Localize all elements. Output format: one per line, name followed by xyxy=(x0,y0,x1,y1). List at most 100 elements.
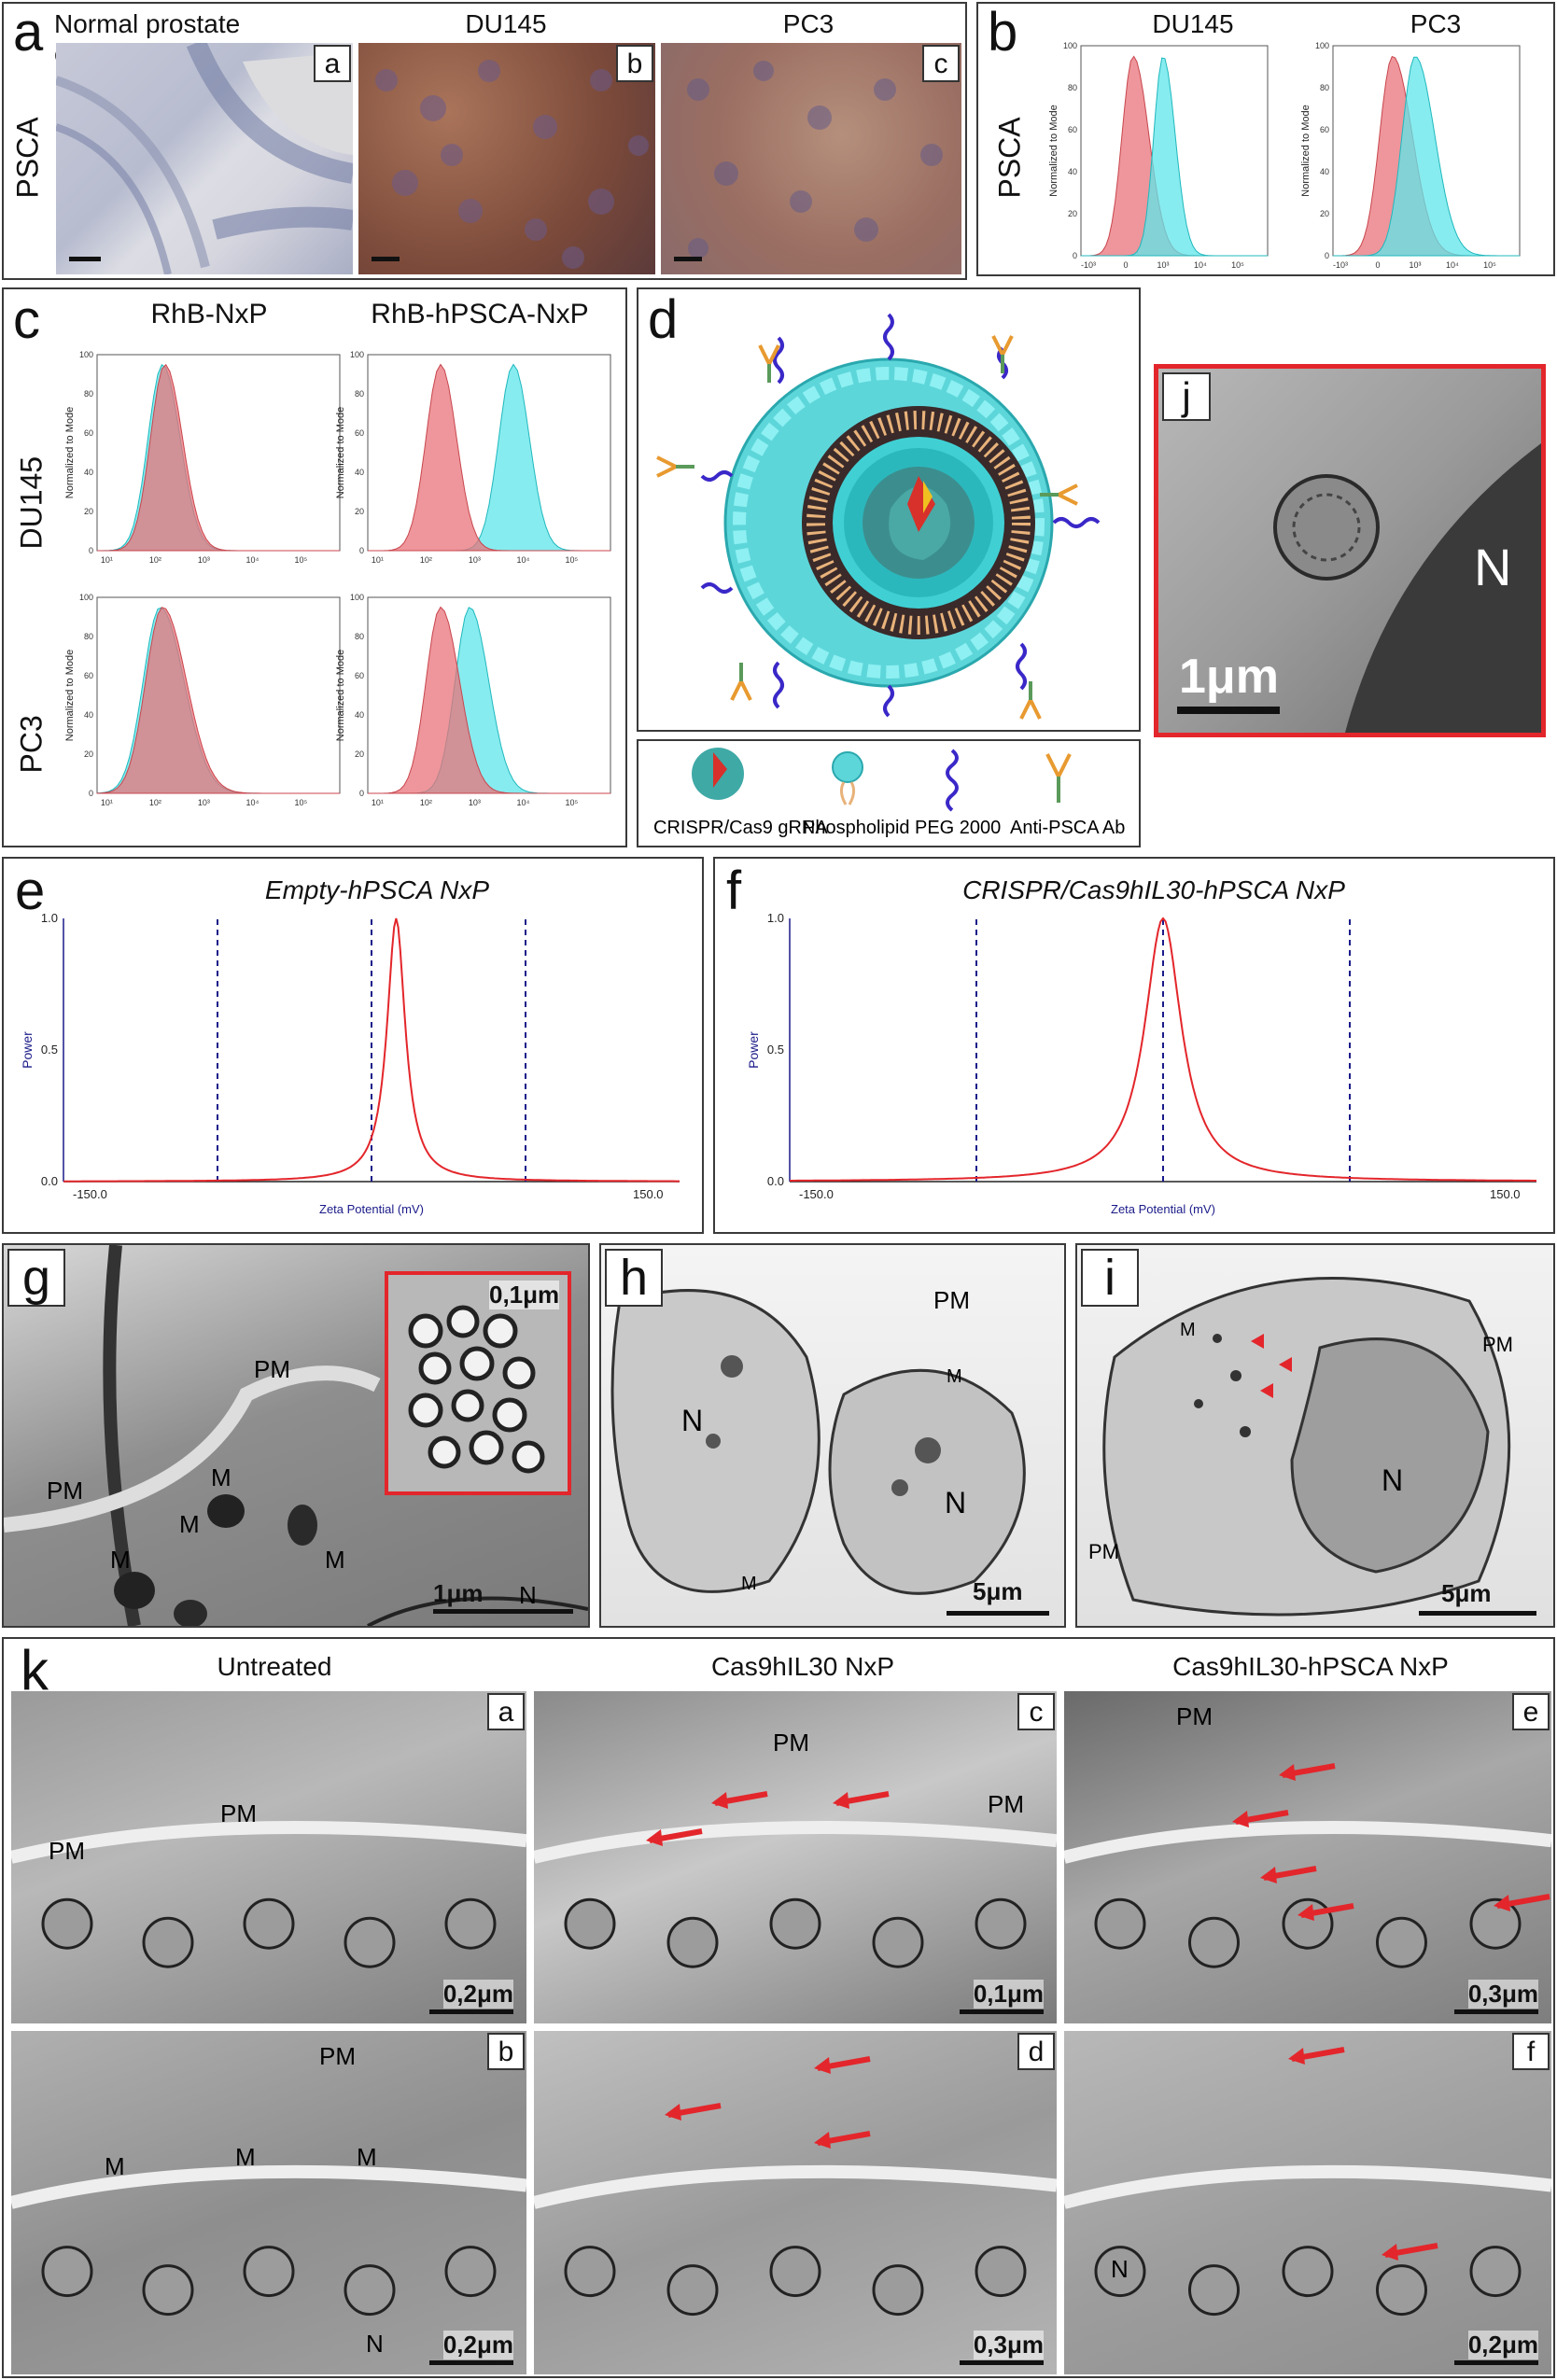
tem-image-e: e PM 0,3μm xyxy=(1064,1691,1551,2023)
membrane-gap xyxy=(1064,1820,1551,1864)
zeta-chart-e: 0.0 0.5 1.0 -150.0 150.0 Zeta Potential (mV) P… xyxy=(20,911,680,1216)
y-axis-label: Normalized to Mode xyxy=(335,407,346,498)
tem-texture xyxy=(4,1245,588,1626)
plot-frame xyxy=(96,354,341,552)
panel-letter: c xyxy=(13,289,40,350)
y-tick-label: 60 xyxy=(1320,125,1329,134)
organelle xyxy=(975,2246,1027,2298)
column-header: Untreated xyxy=(217,1652,332,1681)
x-tick-label: 0 xyxy=(1123,260,1128,270)
red-arrow-head xyxy=(833,1792,849,1809)
red-arrow-head xyxy=(1288,2048,1305,2065)
nucleus-label: N xyxy=(945,1486,967,1519)
x-tick-label: 10² xyxy=(420,798,432,807)
x-axis-label: Zeta Potential (mV) xyxy=(319,1202,424,1216)
panel-c: c RhB-NxP RhB-hPSCA-NxP DU145 PC3 0 20 40 6… xyxy=(2,287,627,847)
membrane-gap xyxy=(1064,2164,1551,2209)
mitochondrion-label: M xyxy=(325,1546,345,1574)
scale-bar xyxy=(947,1611,1049,1616)
organelle xyxy=(975,1897,1027,1950)
histology-normal-image: a xyxy=(56,43,353,274)
image-tag: b xyxy=(487,2033,525,2070)
column-header: Cas9hIL30 NxP xyxy=(710,1652,895,1681)
y-tick-label: 1.0 xyxy=(41,911,58,925)
plasma-membrane-label: PM xyxy=(1482,1333,1513,1356)
psca-histogram xyxy=(1081,57,1268,257)
structure-label: PM xyxy=(1176,1702,1213,1730)
red-arrow-head xyxy=(1260,1867,1277,1883)
x-tick-label: 10³ xyxy=(1157,260,1169,270)
x-tick-label: 10¹ xyxy=(372,555,384,565)
x-tick-label: 10⁵ xyxy=(566,555,579,565)
organelle xyxy=(1376,1916,1427,1968)
organelle xyxy=(142,1916,194,1968)
panel-b: b PSCA DU145 PC3 0 20 40 60 80 100 -10³ 0 10³ 10⁴… xyxy=(976,2,1555,276)
tem-texture xyxy=(11,2164,526,2317)
panel-letter: f xyxy=(726,861,742,921)
image-tag: d xyxy=(1017,2033,1055,2070)
red-arrow-head xyxy=(665,2104,681,2121)
organelle xyxy=(1188,2264,1240,2317)
panel-g: g 0,1μm PM PM M M M M N 1μm xyxy=(2,1243,590,1628)
y-tick-label: 80 xyxy=(355,389,364,399)
organelle xyxy=(564,2246,616,2298)
zeta-distribution-line xyxy=(63,917,680,1183)
structure-label: M xyxy=(235,2143,256,2171)
scale-bar xyxy=(433,1609,573,1614)
y-tick-label: 20 xyxy=(84,507,93,516)
structure-label: N xyxy=(1111,2255,1129,2283)
y-tick-label: 20 xyxy=(1320,209,1329,218)
y-tick-label: 100 xyxy=(350,593,364,602)
nucleus-label: N xyxy=(681,1404,704,1437)
organelle xyxy=(41,1897,93,1950)
mitochondrion-label: M xyxy=(179,1510,200,1538)
tem-image-b: b PM M M M N 0,2μm xyxy=(11,2031,526,2374)
red-arrow-head xyxy=(1232,1811,1249,1827)
x-tick-label: 10² xyxy=(420,555,432,565)
x-tick-label: -10³ xyxy=(1081,260,1096,270)
organelle xyxy=(1376,2264,1427,2317)
scale-label: 0,2μm xyxy=(442,2331,513,2359)
structure-label: PM xyxy=(988,1790,1024,1818)
image-tag: g xyxy=(7,1249,65,1307)
panel-k: k Untreated Cas9hIL30 NxP Cas9hIL30-hPSC… xyxy=(2,1637,1555,2378)
image-tag: a xyxy=(487,1693,525,1730)
panel-a: a PSCA Normal prostate epithelium DU145 … xyxy=(2,2,967,280)
x-tick-label: 10¹ xyxy=(101,798,113,807)
mitochondrion-label: M xyxy=(211,1463,231,1491)
x-tick-label: 10³ xyxy=(198,555,210,565)
scale-label: 0,2μm xyxy=(442,1980,513,2009)
tissue-texture xyxy=(375,60,649,269)
y-tick-label: 0 xyxy=(359,546,364,555)
tem-texture xyxy=(534,1791,1057,1968)
x-tick-label: 10³ xyxy=(198,798,210,807)
column-header: RhB-hPSCA-NxP xyxy=(371,299,589,329)
structure-label: PM xyxy=(49,1837,85,1865)
panel-j: j N 1μm xyxy=(1154,364,1546,737)
nucleus-label: N xyxy=(519,1581,537,1609)
x-tick-label: 10¹ xyxy=(101,555,113,565)
membrane-gap xyxy=(534,1820,1057,1864)
image-header: PC3 xyxy=(782,9,835,38)
organelle xyxy=(1469,1897,1522,1950)
control-histogram xyxy=(97,364,340,552)
nanoparticle-schematic xyxy=(656,313,1101,720)
x-tick-label: 0 xyxy=(1375,260,1380,270)
sample-histogram xyxy=(96,607,340,794)
scale-label: 0,2μm xyxy=(1467,2331,1538,2359)
structure-label: M xyxy=(357,2143,377,2171)
y-tick-label: 1.0 xyxy=(767,911,784,925)
x-tick-label: 150.0 xyxy=(633,1187,664,1201)
scale-label: 0,3μm xyxy=(1467,1980,1538,2009)
scale-bar xyxy=(69,257,101,261)
y-tick-label: 0 xyxy=(1073,251,1077,260)
organelle xyxy=(1469,2246,1522,2298)
x-tick-label: 10⁴ xyxy=(516,798,529,807)
y-tick-label: 60 xyxy=(84,671,93,680)
tem-texture xyxy=(610,1289,1026,1595)
inset-vesicles: 0,1μm xyxy=(385,1271,571,1495)
histology-du145-image: b xyxy=(358,43,655,274)
row-label: PSCA xyxy=(10,117,45,199)
y-tick-label: 100 xyxy=(350,350,364,359)
control-histogram xyxy=(368,607,610,794)
